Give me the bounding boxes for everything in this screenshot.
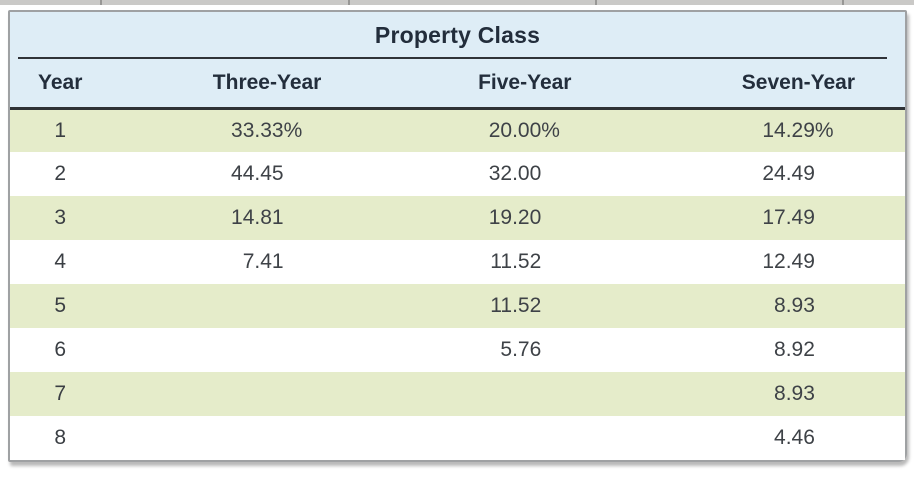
value-cell: 4.46 <box>648 416 905 460</box>
edge-tick-icon <box>348 0 350 5</box>
value-cell: 44.45 <box>110 152 401 196</box>
depreciation-table-card: Property Class Year Three-Year Five-Year… <box>8 10 907 462</box>
table-header-row: Year Three-Year Five-Year Seven-Year <box>10 59 905 110</box>
value-digits: 19.20 <box>488 206 542 229</box>
value-digits: 8.92 <box>774 338 815 361</box>
edge-tick-icon <box>100 0 102 5</box>
value-digits: 14.29 <box>762 118 815 142</box>
value-cell <box>402 372 648 416</box>
column-header-seven-year: Seven-Year <box>647 59 905 110</box>
column-header-year: Year <box>10 59 111 110</box>
year-cell: 4 <box>54 250 67 273</box>
value-cell: 14.81 <box>110 196 401 240</box>
table-row: 3 14.81 19.20 17.49 <box>10 196 905 240</box>
year-cell: 2 <box>54 162 67 185</box>
value-cell <box>110 328 401 372</box>
value-cell: 8.93 <box>648 284 905 328</box>
value-cell: 5.76 <box>402 328 648 372</box>
value-digits: 8.93 <box>774 382 815 405</box>
value-cell <box>110 284 401 328</box>
value-cell: 19.20 <box>402 196 648 240</box>
value-cell: 7.41 <box>110 240 401 284</box>
value-digits: 32.00 <box>488 162 542 185</box>
value-cell <box>110 416 401 460</box>
table-row: 7 8.93 <box>10 372 905 416</box>
value-cell: 20.00% <box>402 108 648 152</box>
table-title: Property Class <box>374 22 541 48</box>
value-cell: 11.52 <box>402 284 648 328</box>
table-row: 8 4.46 <box>10 416 905 460</box>
column-header-five-year: Five-Year <box>401 59 648 110</box>
value-cell: 17.49 <box>648 196 905 240</box>
year-cell: 6 <box>54 338 67 361</box>
value-digits: 33.33 <box>231 118 284 142</box>
value-digits: 5.76 <box>500 338 542 361</box>
value-cell: 24.49 <box>648 152 905 196</box>
percent-suffix: % <box>814 118 834 142</box>
value-digits: 24.49 <box>762 162 815 185</box>
value-digits: 11.52 <box>490 294 542 317</box>
value-digits: 14.81 <box>231 206 284 229</box>
edge-tick-icon <box>842 0 844 5</box>
value-digits: 7.41 <box>242 250 284 273</box>
year-cell: 5 <box>54 294 67 317</box>
table-row: 4 7.41 11.52 12.49 <box>10 240 905 284</box>
column-header-three-year: Three-Year <box>110 59 402 110</box>
value-digits: 8.93 <box>774 294 815 317</box>
title-underline <box>18 57 887 59</box>
value-cell: 33.33% <box>110 108 401 152</box>
percent-suffix: % <box>541 118 560 142</box>
value-digits: 44.45 <box>231 162 284 185</box>
year-cell: 1 <box>54 118 67 142</box>
value-digits: 20.00 <box>488 118 542 142</box>
percent-suffix: % <box>283 118 303 142</box>
table-row: 6 5.76 8.92 <box>10 328 905 372</box>
table-row: 5 11.52 8.93 <box>10 284 905 328</box>
value-digits: 17.49 <box>762 206 815 229</box>
table-body: 1 33.33% 20.00% 14.29% 2 44.45 32.00 24.… <box>10 108 905 460</box>
value-cell: 12.49 <box>648 240 905 284</box>
year-cell: 3 <box>54 206 67 229</box>
table-row: 2 44.45 32.00 24.49 <box>10 152 905 196</box>
value-cell <box>110 372 401 416</box>
edge-tick-icon <box>595 0 597 5</box>
value-digits: 4.46 <box>774 426 815 449</box>
value-digits: 12.49 <box>762 250 815 273</box>
macrs-percentage-table: Year Three-Year Five-Year Seven-Year 1 3… <box>10 59 905 460</box>
value-cell: 8.92 <box>648 328 905 372</box>
value-digits: 11.52 <box>490 250 542 273</box>
year-cell: 7 <box>54 382 67 405</box>
table-title-band: Property Class <box>10 12 905 59</box>
year-cell: 8 <box>54 426 67 449</box>
table-row: 1 33.33% 20.00% 14.29% <box>10 108 905 152</box>
value-cell: 32.00 <box>402 152 648 196</box>
value-cell: 8.93 <box>648 372 905 416</box>
page-edge-strip <box>0 0 914 5</box>
value-cell: 14.29% <box>648 108 905 152</box>
value-cell: 11.52 <box>402 240 648 284</box>
value-cell <box>402 416 648 460</box>
